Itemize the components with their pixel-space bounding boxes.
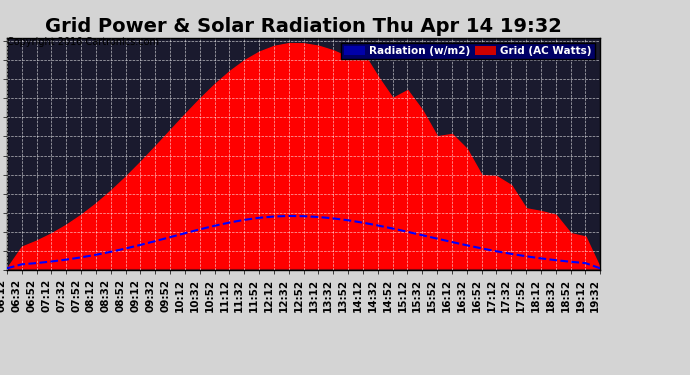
Legend: Radiation (w/m2), Grid (AC Watts): Radiation (w/m2), Grid (AC Watts) — [341, 43, 595, 59]
Text: Copyright 2016 Cartronics.com: Copyright 2016 Cartronics.com — [7, 37, 159, 47]
Title: Grid Power & Solar Radiation Thu Apr 14 19:32: Grid Power & Solar Radiation Thu Apr 14 … — [45, 17, 562, 36]
